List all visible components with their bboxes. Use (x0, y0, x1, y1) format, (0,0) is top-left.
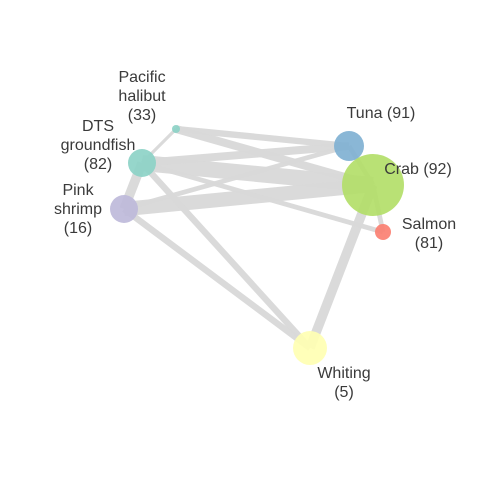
node-crab (342, 154, 404, 216)
node-whiting (293, 331, 327, 365)
node-label-line: DTS (82, 118, 114, 135)
node-label-salmon: Salmon (81) (402, 216, 456, 252)
node-label-line: groundfish (61, 137, 136, 154)
nodes-layer (110, 125, 404, 365)
node-label-line: (5) (334, 384, 354, 401)
node-salmon (375, 224, 391, 240)
node-label-line: (33) (128, 107, 156, 124)
node-label-line: Pink (62, 182, 94, 199)
edge-dts-groundfish-tuna (141, 142, 350, 167)
node-pacific-halibut (172, 125, 180, 133)
node-tuna (334, 131, 364, 161)
node-label-line: shrimp (54, 201, 102, 218)
node-label-line: halibut (118, 88, 166, 105)
node-label-line: Pacific (118, 69, 165, 86)
edge-dts-groundfish-salmon (141, 160, 384, 235)
node-label-dts-groundfish: DTS groundfish (82) (61, 118, 136, 173)
node-label-crab: Crab (92) (384, 161, 452, 178)
node-label-pink-shrimp: Pink shrimp (16) (54, 182, 102, 237)
edge-pacific-halibut-crab (174, 125, 375, 189)
node-label-line: (16) (64, 220, 92, 237)
node-label-line: Crab (92) (384, 161, 452, 178)
edge-pink-shrimp-tuna (123, 143, 350, 212)
edge-pacific-halibut-tuna (175, 125, 350, 150)
node-label-pacific-halibut: Pacific halibut (33) (118, 69, 166, 124)
labels-layer: Tuna (91) Crab (92) Salmon (81) Whiting (5) Pi… (54, 69, 456, 401)
edge-whiting-pink-shrimp (122, 206, 312, 351)
edges-layer (119, 125, 386, 351)
node-label-tuna: Tuna (91) (347, 105, 416, 122)
node-label-whiting: Whiting (5) (317, 365, 370, 401)
node-label-line: (81) (415, 235, 443, 252)
edge-pink-shrimp-crab (123, 177, 374, 217)
node-label-line: Whiting (317, 365, 370, 382)
node-label-line: Tuna (91) (347, 105, 416, 122)
node-label-line: Salmon (402, 216, 456, 233)
node-pink-shrimp (110, 195, 138, 223)
node-label-line: (82) (84, 156, 112, 173)
node-dts-groundfish (128, 149, 156, 177)
